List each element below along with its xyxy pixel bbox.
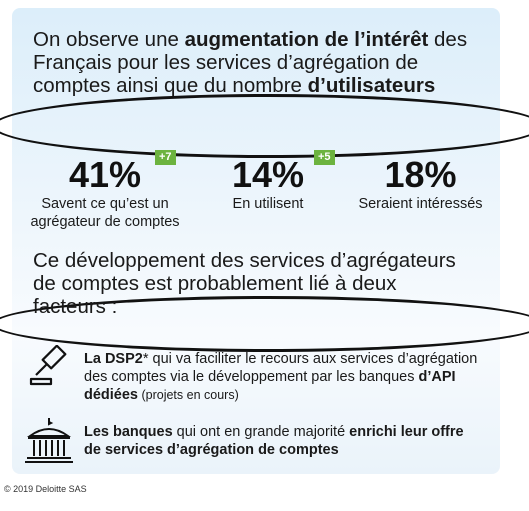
stat-label-line1: En utilisent: [232, 196, 304, 212]
copyright-text: © 2019 Deloitte SAS: [4, 484, 87, 494]
factors-intro: Ce développement des services d’agrégate…: [33, 249, 456, 318]
stat-change-badge: +5: [314, 150, 335, 165]
gavel-icon: [28, 344, 72, 394]
stat-aware: 41% Savent ce qu’est un agrégateur de co…: [20, 155, 190, 231]
intro-bold-1: augmentation de l’intérêt: [184, 28, 429, 51]
stat-change-badge: +7: [155, 150, 176, 165]
intro-text-2: des Français pour les services d’agrégat…: [33, 28, 468, 97]
intro-paragraph: On observe une augmentation de l’intérêt…: [33, 28, 493, 97]
stat-value: 14%: [231, 154, 305, 195]
stat-users: 14% En utilisent: [208, 155, 328, 213]
factor-dsp2: La DSP2* qui va faciliter le recours aux…: [84, 350, 484, 404]
stat-value: 18%: [384, 154, 457, 195]
intro-bold-2: d’utilisateurs: [307, 74, 436, 97]
info-card: [12, 8, 500, 474]
stat-interested: 18% Seraient intéressés: [348, 155, 493, 213]
stat-label-line2: agrégateur de comptes: [30, 214, 180, 230]
factor-note: (projets en cours): [138, 388, 239, 402]
stat-value: 41%: [68, 154, 142, 195]
factor-bold-2: enrichi leur offre de services d’agrégat…: [84, 424, 464, 458]
factor-bold-1: La DSP2: [84, 351, 143, 367]
stat-label-line1: Savent ce qu’est un: [41, 196, 169, 212]
intro-text-1: On observe une: [33, 28, 185, 51]
stat-label-line1: Seraient intéressés: [358, 196, 483, 212]
factor-text: qui ont en grande majorité: [172, 424, 350, 440]
factor-text: * qui va faciliter le recours aux servic…: [84, 351, 478, 385]
factor-bold-1: Les banques: [84, 424, 173, 440]
factor-banks: Les banques qui ont en grande majorité e…: [84, 423, 484, 459]
decorative-ring-bottom: [0, 296, 529, 352]
decorative-ring-top: [0, 94, 529, 158]
bank-building-icon: [24, 416, 74, 469]
factor-bold-2: d’API dédiées: [84, 369, 456, 403]
